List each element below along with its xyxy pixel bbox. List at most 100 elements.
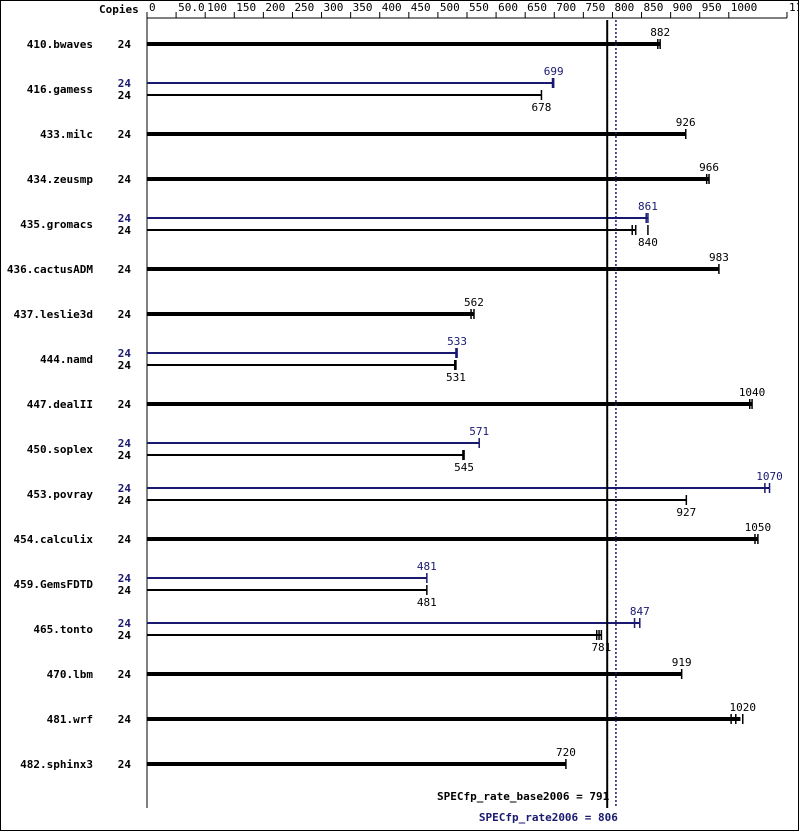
benchmark-row: 416.gamess 24 699 24 678 bbox=[27, 65, 564, 114]
base-copies: 24 bbox=[118, 494, 132, 507]
benchmark-label: 459.GemsFDTD bbox=[14, 578, 94, 591]
benchmark-label: 454.calculix bbox=[14, 533, 94, 546]
x-axis-tick-label: 350 bbox=[353, 1, 373, 14]
peak-value-label: 1070 bbox=[756, 470, 783, 483]
benchmark-label: 453.povray bbox=[27, 488, 94, 501]
base-copies: 24 bbox=[118, 359, 132, 372]
x-axis-tick-label: 550 bbox=[469, 1, 489, 14]
benchmark-rows: 410.bwaves 24 882 416.gamess 24 699 24 678 433.m… bbox=[7, 26, 783, 774]
benchmark-row: 482.sphinx3 24 720 bbox=[20, 746, 576, 774]
benchmark-label: 450.soplex bbox=[27, 443, 94, 456]
x-axis-tick-label: 0 bbox=[149, 1, 156, 14]
base-copies: 24 bbox=[118, 308, 132, 321]
copies-header: Copies bbox=[99, 3, 139, 16]
peak-copies: 24 bbox=[118, 617, 132, 630]
benchmark-label: 465.tonto bbox=[33, 623, 93, 636]
benchmark-row: 433.milc 24 926 bbox=[40, 116, 696, 144]
base-copies: 24 bbox=[118, 713, 132, 726]
peak-value-label: 571 bbox=[469, 425, 489, 438]
benchmark-label: 435.gromacs bbox=[20, 218, 93, 231]
benchmark-row: 447.dealII 24 1040 bbox=[27, 386, 766, 414]
benchmark-row: 410.bwaves 24 882 bbox=[27, 26, 670, 54]
base-copies: 24 bbox=[118, 584, 132, 597]
x-axis-tick-label: 700 bbox=[556, 1, 576, 14]
peak-copies: 24 bbox=[118, 77, 132, 90]
x-axis-tick-label: 950 bbox=[702, 1, 722, 14]
base-value-label: 678 bbox=[532, 101, 552, 114]
base-value-label: 1040 bbox=[739, 386, 766, 399]
peak-value-label: 533 bbox=[447, 335, 467, 348]
base-copies: 24 bbox=[118, 668, 132, 681]
base-value-label: 562 bbox=[464, 296, 484, 309]
base-value-label: 531 bbox=[446, 371, 466, 384]
base-copies: 24 bbox=[118, 398, 132, 411]
peak-value-label: 847 bbox=[630, 605, 650, 618]
base-copies: 24 bbox=[118, 89, 132, 102]
benchmark-label: 482.sphinx3 bbox=[20, 758, 93, 771]
base-copies: 24 bbox=[118, 224, 132, 237]
benchmark-label: 436.cactusADM bbox=[7, 263, 93, 276]
benchmark-row: 454.calculix 24 1050 bbox=[14, 521, 772, 549]
benchmark-row: 481.wrf 24 1020 bbox=[47, 701, 756, 729]
benchmark-label: 444.namd bbox=[40, 353, 93, 366]
x-axis-tick-label: 300 bbox=[324, 1, 344, 14]
x-axis-ticks: 0 50.0 100 150 200 250 300 350 400 450 500 550 600 65… bbox=[146, 1, 799, 18]
x-axis-tick-label: 650 bbox=[527, 1, 547, 14]
base-copies: 24 bbox=[118, 263, 132, 276]
peak-value-label: 481 bbox=[417, 560, 437, 573]
x-axis-tick-label: 850 bbox=[644, 1, 664, 14]
benchmark-row: 453.povray 24 1070 24 927 bbox=[27, 470, 783, 519]
base-value-label: 545 bbox=[454, 461, 474, 474]
benchmark-label: 447.dealII bbox=[27, 398, 93, 411]
reference-label: SPECfp_rate2006 = 806 bbox=[479, 811, 618, 824]
base-copies: 24 bbox=[118, 758, 132, 771]
x-axis-tick-label: 200 bbox=[265, 1, 285, 14]
x-axis-tick-label: 900 bbox=[673, 1, 693, 14]
benchmark-row: 437.leslie3d 24 562 bbox=[14, 296, 484, 324]
benchmark-row: 444.namd 24 533 24 531 bbox=[40, 335, 467, 384]
base-value-label: 926 bbox=[676, 116, 696, 129]
benchmark-row: 470.lbm 24 919 bbox=[47, 656, 692, 684]
benchmark-row: 450.soplex 24 571 24 545 bbox=[27, 425, 489, 474]
reference-lines: SPECfp_rate_base2006 = 791 SPECfp_rate200… bbox=[437, 20, 618, 824]
base-copies: 24 bbox=[118, 173, 132, 186]
peak-value-label: 699 bbox=[544, 65, 564, 78]
base-copies: 24 bbox=[118, 449, 132, 462]
benchmark-label: 481.wrf bbox=[47, 713, 93, 726]
peak-copies: 24 bbox=[118, 437, 132, 450]
benchmark-label: 433.milc bbox=[40, 128, 93, 141]
base-copies: 24 bbox=[118, 533, 132, 546]
benchmark-label: 470.lbm bbox=[47, 668, 94, 681]
base-copies: 24 bbox=[118, 128, 132, 141]
benchmark-label: 410.bwaves bbox=[27, 38, 93, 51]
peak-value-label: 861 bbox=[638, 200, 658, 213]
base-value-label: 1020 bbox=[730, 701, 757, 714]
benchmark-row: 436.cactusADM 24 983 bbox=[7, 251, 729, 279]
x-axis-tick-label: 450 bbox=[411, 1, 431, 14]
base-value-label: 720 bbox=[556, 746, 576, 759]
benchmark-row: 435.gromacs 24 861 24 840 bbox=[20, 200, 658, 249]
base-value-label: 927 bbox=[676, 506, 696, 519]
base-value-label: 781 bbox=[591, 641, 611, 654]
base-value-label: 840 bbox=[638, 236, 658, 249]
peak-copies: 24 bbox=[118, 572, 132, 585]
base-value-label: 919 bbox=[672, 656, 692, 669]
x-axis-tick-label: 250 bbox=[294, 1, 314, 14]
peak-copies: 24 bbox=[118, 482, 132, 495]
x-axis-tick-label: 1000 bbox=[731, 1, 758, 14]
x-axis-tick-label: 1100 bbox=[789, 1, 799, 14]
base-copies: 24 bbox=[118, 629, 132, 642]
x-axis-tick-label: 750 bbox=[585, 1, 605, 14]
base-value-label: 983 bbox=[709, 251, 729, 264]
benchmark-row: 465.tonto 24 847 24 781 bbox=[33, 605, 649, 654]
peak-copies: 24 bbox=[118, 212, 132, 225]
peak-copies: 24 bbox=[118, 347, 132, 360]
base-copies: 24 bbox=[118, 38, 132, 51]
benchmark-label: 434.zeusmp bbox=[27, 173, 94, 186]
x-axis-tick-label: 800 bbox=[614, 1, 634, 14]
base-value-label: 1050 bbox=[745, 521, 772, 534]
x-axis-tick-label: 50.0 bbox=[178, 1, 205, 14]
base-value-label: 882 bbox=[650, 26, 670, 39]
